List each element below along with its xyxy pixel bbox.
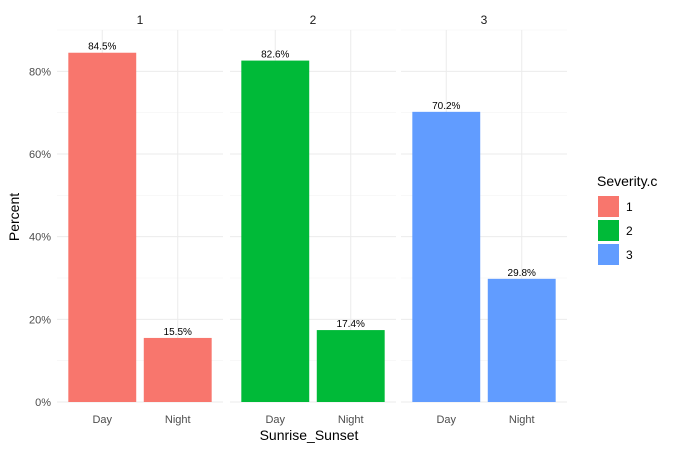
data-label: 17.4%	[337, 319, 365, 330]
y-tick-label: 80%	[29, 66, 51, 78]
bar-night-severity-1	[143, 337, 212, 402]
facet-panel-1: 1 84.5% 15.5% Day Night	[57, 13, 223, 426]
legend-label: 2	[626, 224, 633, 238]
bar-day-severity-3	[412, 111, 481, 402]
data-label: 70.2%	[432, 101, 460, 112]
y-tick-label: 60%	[29, 149, 51, 161]
facet-strip-label: 3	[481, 13, 488, 27]
y-axis: 0% 20% 40% 60% 80%	[29, 66, 51, 409]
bar-night-severity-2	[316, 330, 385, 402]
data-label: 29.8%	[508, 268, 536, 279]
x-tick-label: Night	[338, 414, 364, 426]
x-tick-label: Day	[265, 414, 285, 426]
x-tick-label: Night	[165, 414, 191, 426]
y-tick-label: 20%	[29, 314, 51, 326]
legend-swatch-2	[598, 220, 619, 241]
data-label: 15.5%	[164, 327, 192, 338]
x-tick-label: Night	[509, 414, 535, 426]
legend-swatch-1	[598, 196, 619, 217]
legend-label: 1	[626, 200, 633, 214]
data-label: 84.5%	[88, 42, 116, 53]
facet-strip-label: 1	[137, 13, 144, 27]
facet-panel-2: 2 82.6% 17.4% Day Night	[230, 13, 396, 426]
y-tick-label: 0%	[35, 397, 51, 409]
legend-title: Severity.c	[597, 173, 657, 189]
legend: Severity.c 1 2 3	[597, 173, 657, 265]
y-tick-label: 40%	[29, 232, 51, 244]
bar-day-severity-1	[68, 52, 137, 402]
bar-night-severity-3	[487, 278, 556, 402]
data-label: 82.6%	[261, 50, 289, 61]
x-axis-title: Sunrise_Sunset	[260, 427, 359, 443]
x-tick-label: Day	[92, 414, 112, 426]
facet-strip-label: 2	[310, 13, 317, 27]
y-axis-title: Percent	[6, 193, 22, 241]
legend-swatch-3	[598, 244, 619, 265]
x-tick-label: Day	[436, 414, 456, 426]
facet-panel-3: 3 70.2% 29.8% Day Night	[401, 13, 567, 426]
legend-label: 3	[626, 248, 633, 262]
bar-day-severity-2	[241, 60, 310, 402]
facet-panels: 1 84.5% 15.5% Day Night 2 82.6% 17.4% Day Night 3 7…	[57, 13, 567, 426]
